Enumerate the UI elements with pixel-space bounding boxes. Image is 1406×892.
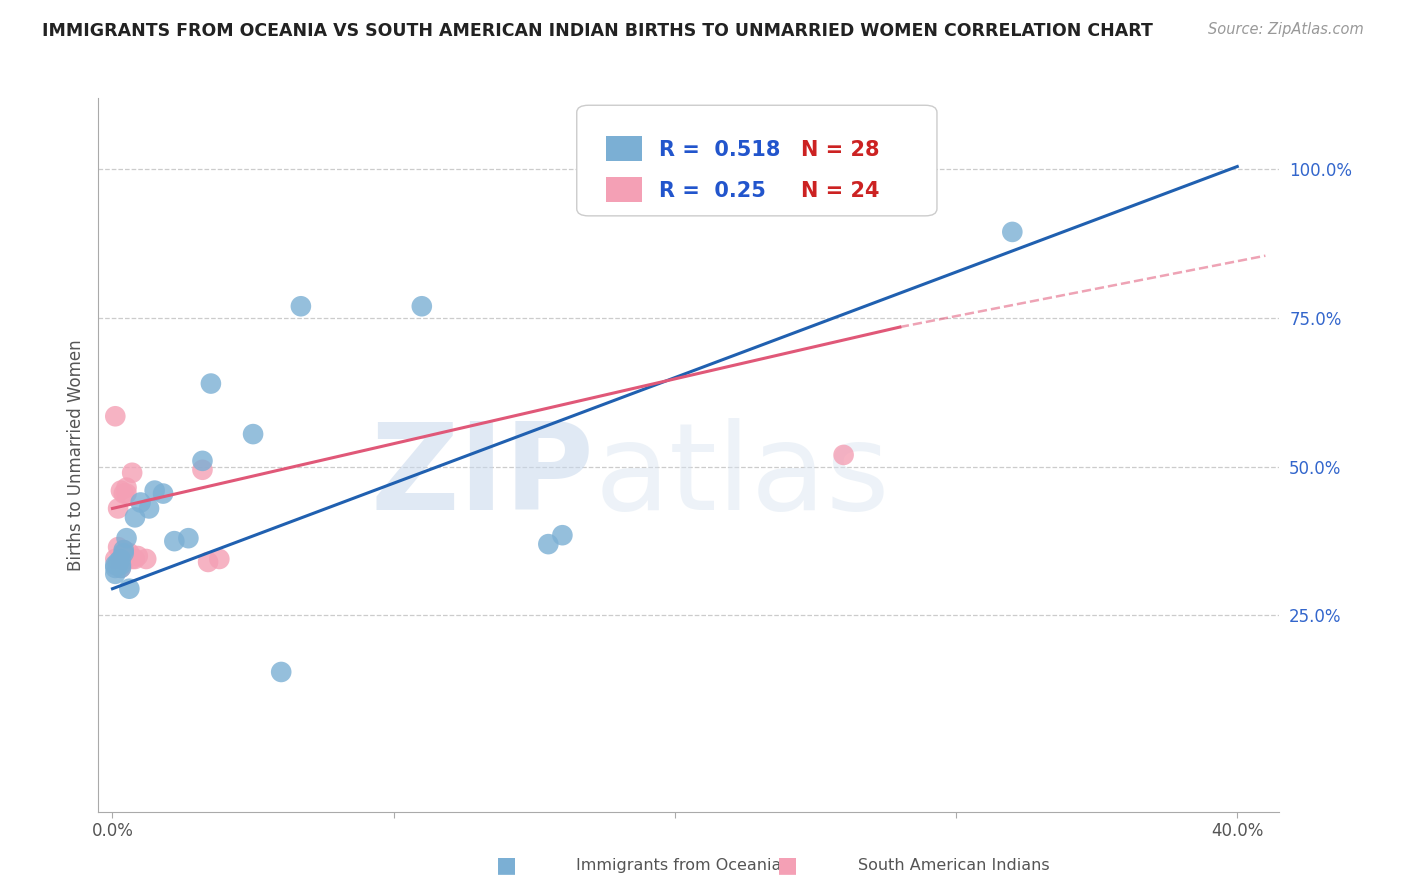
Text: ■: ■ <box>496 855 516 875</box>
Point <box>208 552 231 566</box>
Point <box>242 427 264 442</box>
Point <box>115 552 138 566</box>
Point <box>197 555 219 569</box>
Point <box>138 501 160 516</box>
Y-axis label: Births to Unmarried Women: Births to Unmarried Women <box>66 339 84 571</box>
Point <box>129 495 152 509</box>
Text: Source: ZipAtlas.com: Source: ZipAtlas.com <box>1208 22 1364 37</box>
Point <box>104 566 127 581</box>
Point <box>107 501 129 516</box>
Point <box>200 376 222 391</box>
Text: N = 24: N = 24 <box>801 181 880 201</box>
Point <box>110 552 132 566</box>
Point <box>121 466 143 480</box>
Point <box>110 558 132 572</box>
Point <box>1001 225 1024 239</box>
Point <box>107 558 129 572</box>
Point <box>124 552 146 566</box>
Point <box>112 486 135 500</box>
Text: IMMIGRANTS FROM OCEANIA VS SOUTH AMERICAN INDIAN BIRTHS TO UNMARRIED WOMEN CORRE: IMMIGRANTS FROM OCEANIA VS SOUTH AMERICA… <box>42 22 1153 40</box>
Point <box>270 665 292 679</box>
Point <box>551 528 574 542</box>
Text: R =  0.25: R = 0.25 <box>659 181 766 201</box>
Point <box>110 561 132 575</box>
Point <box>177 531 200 545</box>
Point <box>115 481 138 495</box>
Text: ZIP: ZIP <box>371 417 595 535</box>
Point <box>121 552 143 566</box>
Point <box>290 299 312 313</box>
Point <box>112 552 135 566</box>
Text: atlas: atlas <box>595 417 890 535</box>
Point <box>832 448 855 462</box>
Point <box>191 454 214 468</box>
Point <box>107 540 129 554</box>
Text: South American Indians: South American Indians <box>858 858 1049 872</box>
Point <box>115 486 138 500</box>
Point <box>104 409 127 424</box>
Text: R =  0.518: R = 0.518 <box>659 140 780 161</box>
Point <box>115 531 138 545</box>
Text: Immigrants from Oceania: Immigrants from Oceania <box>576 858 782 872</box>
Text: ■: ■ <box>778 855 797 875</box>
Point <box>127 549 149 563</box>
Point <box>124 510 146 524</box>
Point <box>118 546 141 560</box>
Point <box>163 534 186 549</box>
FancyBboxPatch shape <box>606 136 641 161</box>
Point <box>104 552 127 566</box>
Point <box>104 558 127 572</box>
Point <box>110 483 132 498</box>
Point <box>112 543 135 558</box>
Point <box>110 561 132 575</box>
FancyBboxPatch shape <box>576 105 936 216</box>
Point <box>191 463 214 477</box>
Point <box>135 552 157 566</box>
Point <box>110 552 132 566</box>
Point <box>107 555 129 569</box>
Point <box>110 552 132 566</box>
Point <box>143 483 166 498</box>
Point <box>112 543 135 558</box>
Point <box>537 537 560 551</box>
Point <box>152 486 174 500</box>
Point <box>118 582 141 596</box>
Point <box>411 299 433 313</box>
Point <box>104 561 127 575</box>
Text: N = 28: N = 28 <box>801 140 880 161</box>
Point <box>112 546 135 560</box>
FancyBboxPatch shape <box>606 177 641 202</box>
